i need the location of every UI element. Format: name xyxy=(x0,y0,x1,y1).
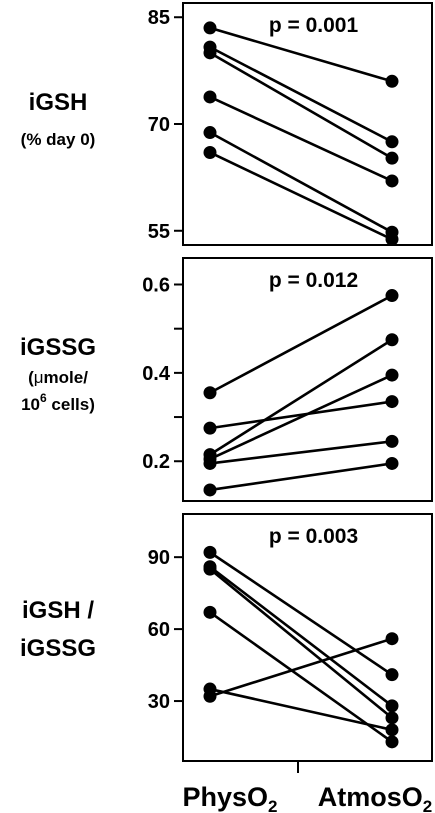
panel1-point-atmoso2 xyxy=(385,151,399,165)
panel2-point-atmoso2 xyxy=(385,395,399,409)
panel2-ylabel-sub: (μmole/ xyxy=(28,368,88,387)
panel1-point-atmoso2 xyxy=(385,232,399,246)
panel2-point-atmoso2 xyxy=(385,434,399,448)
panel3-point-atmoso2 xyxy=(385,723,399,737)
panel2-series-line xyxy=(209,294,393,394)
panel2-series-line xyxy=(209,373,393,461)
panel1-point-physo2 xyxy=(203,145,217,159)
panel3-ytick-label: 90 xyxy=(148,547,170,569)
panel3-point-atmoso2 xyxy=(385,668,399,682)
panel3-point-physo2 xyxy=(203,562,217,576)
panels: 55 70 85 p = 0.001 0.2 0.4 0.6 p = 0.012 30 60 90 p… xyxy=(142,2,433,762)
panel2-ylabel-sub-paren: ( xyxy=(28,368,34,387)
panel2-pvalue: p = 0.012 xyxy=(269,269,358,292)
panel1-ylabel-sub: (% day 0) xyxy=(21,130,96,149)
panel2-point-physo2 xyxy=(203,456,217,470)
panel2-point-physo2 xyxy=(203,483,217,497)
panel1-point-atmoso2 xyxy=(385,135,399,149)
panel1-series-line xyxy=(209,131,393,234)
panel3-series-line xyxy=(209,568,393,719)
panel1-frame xyxy=(182,2,433,246)
x-label-atmoso2-base: AtmosO xyxy=(318,782,423,812)
panel3-point-atmoso2 xyxy=(385,735,399,749)
panel3-series-line xyxy=(209,551,393,676)
panel2-ylabel-sub2-sup: 6 xyxy=(40,391,47,405)
panel1-series-line xyxy=(209,95,393,183)
panel3-ytick-label: 30 xyxy=(148,691,170,713)
panel1-pvalue: p = 0.001 xyxy=(269,14,359,37)
panel3-ytick-label: 60 xyxy=(148,619,170,641)
panel2-ylabel-sub-mu: μ xyxy=(34,368,44,387)
panel3-series-line xyxy=(209,611,393,743)
panel3-series-line xyxy=(209,687,393,732)
panel2-point-physo2 xyxy=(203,386,217,400)
panel3-ylabel: iGSH / xyxy=(22,597,94,624)
x-label-physo2-base: PhysO xyxy=(182,782,268,812)
x-label-physo2-sub: 2 xyxy=(268,797,277,813)
panel2-point-atmoso2 xyxy=(385,289,399,303)
panel2-ylabel-sub2-rest: cells) xyxy=(47,395,95,414)
panel1-ytick-label: 85 xyxy=(148,7,170,29)
panel2-ylabel-sub2-base: 10 xyxy=(21,395,40,414)
panel2-point-atmoso2 xyxy=(385,368,399,382)
panel1-series-line xyxy=(209,151,393,241)
panel1-ytick-label: 70 xyxy=(148,114,170,136)
panel2-ytick-label: 0.2 xyxy=(142,451,170,473)
panel1-point-physo2 xyxy=(203,46,217,60)
panel2-point-atmoso2 xyxy=(385,456,399,470)
panel2-series-line xyxy=(209,400,393,430)
panel2-series-line xyxy=(209,462,393,492)
panel1-point-physo2 xyxy=(203,21,217,35)
panel1-ylabel: iGSH xyxy=(29,89,88,116)
panel3-series-line xyxy=(209,565,393,707)
panel3-ylabel-2: iGSSG xyxy=(20,635,96,662)
panel2-ytick-label: 0.4 xyxy=(142,363,171,385)
x-label-atmoso2-sub: 2 xyxy=(423,797,432,813)
panel2-point-atmoso2 xyxy=(385,333,399,347)
panel3-pvalue: p = 0.003 xyxy=(269,525,358,548)
panel2-ylabel-sub-unit: mole/ xyxy=(44,368,89,387)
panel3-point-atmoso2 xyxy=(385,632,399,646)
x-label-physo2: PhysO2 xyxy=(182,782,277,813)
panel1-series-line xyxy=(209,45,393,143)
panel3-frame xyxy=(182,513,433,762)
panel2-series-line xyxy=(209,440,393,465)
panel2-point-physo2 xyxy=(203,421,217,435)
panel1-series-line xyxy=(209,26,393,83)
x-label-atmoso2: AtmosO2 xyxy=(318,782,432,813)
panel3-point-atmoso2 xyxy=(385,699,399,713)
panel1-series-line xyxy=(209,51,393,160)
panel1-point-physo2 xyxy=(203,126,217,140)
panel1-point-atmoso2 xyxy=(385,174,399,188)
panel1-point-physo2 xyxy=(203,90,217,104)
panel2-ylabel: iGSSG xyxy=(20,334,96,361)
panel3-point-physo2 xyxy=(203,605,217,619)
panel3-point-atmoso2 xyxy=(385,711,399,725)
panel1-ytick-label: 55 xyxy=(148,221,170,243)
panel2-series-line xyxy=(209,338,393,456)
panel2-frame xyxy=(182,257,433,502)
panel3-series-line xyxy=(209,637,393,698)
panel1-point-atmoso2 xyxy=(385,74,399,88)
panel3-point-physo2 xyxy=(203,545,217,559)
panel2-ytick-label: 0.6 xyxy=(142,275,170,297)
panel2-ylabel-sub2: 106 cells) xyxy=(21,391,95,414)
panel3-point-physo2 xyxy=(203,689,217,703)
